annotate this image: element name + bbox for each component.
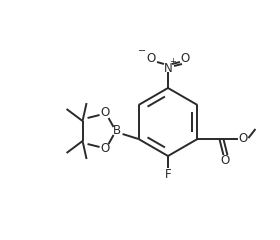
Text: O: O — [100, 143, 109, 156]
Text: O: O — [100, 107, 109, 120]
Text: F: F — [165, 168, 171, 181]
Text: N: N — [164, 61, 172, 74]
Text: O: O — [239, 132, 248, 145]
Text: O: O — [180, 52, 190, 65]
Text: −: − — [138, 46, 146, 56]
Text: +: + — [170, 58, 176, 66]
Text: B: B — [113, 125, 121, 138]
Text: O: O — [221, 155, 230, 168]
Text: O: O — [146, 52, 156, 65]
